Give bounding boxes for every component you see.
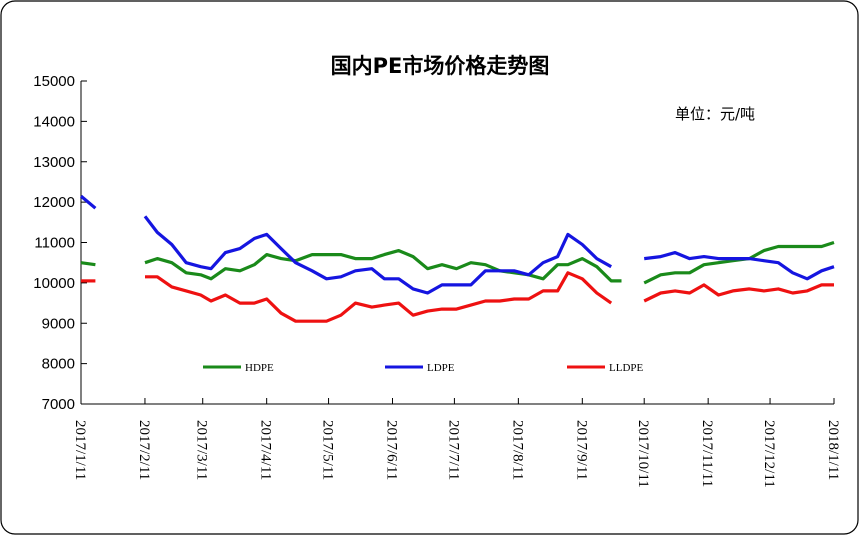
series-line-hdpe bbox=[80, 261, 96, 267]
x-tick-label: 2017/6/11 bbox=[384, 420, 400, 480]
legend: HDPE LDPE LLDPE bbox=[203, 362, 644, 374]
series-line-hdpe bbox=[144, 249, 622, 283]
x-tick-label: 2017/11/11 bbox=[699, 420, 715, 487]
x-tick-label: 2017/4/11 bbox=[258, 420, 274, 480]
y-tick-label: 13000 bbox=[33, 154, 75, 171]
series-line-lldpe bbox=[145, 271, 613, 323]
y-tick-label: 10000 bbox=[33, 275, 75, 292]
legend-label-hdpe: HDPE bbox=[245, 362, 274, 374]
x-tick-label: 2017/12/11 bbox=[761, 420, 777, 488]
y-tick-label: 8000 bbox=[42, 356, 75, 373]
x-tick-label: 2017/10/11 bbox=[635, 420, 651, 488]
y-tick-label: 12000 bbox=[33, 194, 75, 211]
legend-label-ldpe: LDPE bbox=[427, 362, 455, 374]
x-tick-label: 2017/9/11 bbox=[573, 420, 589, 480]
x-tick-label: 2017/1/11 bbox=[72, 420, 88, 480]
y-tick-label: 7000 bbox=[42, 396, 75, 413]
x-tick-label: 2017/8/11 bbox=[509, 420, 525, 480]
legend-label-lldpe: LLDPE bbox=[609, 362, 644, 374]
series-line-lldpe bbox=[643, 283, 834, 303]
x-tick-label: 2017/5/11 bbox=[320, 420, 336, 480]
series-layer bbox=[79, 194, 835, 323]
y-tick-label: 14000 bbox=[33, 113, 75, 130]
chart-title: 国内PE市场价格走势图 bbox=[331, 54, 550, 78]
y-tick-label: 9000 bbox=[42, 315, 75, 332]
series-lldpe bbox=[81, 271, 834, 323]
x-tick-label: 2017/2/11 bbox=[136, 420, 152, 480]
x-tick-label: 2017/7/11 bbox=[445, 420, 461, 480]
series-line-ldpe bbox=[79, 194, 97, 210]
series-line-ldpe bbox=[143, 215, 612, 295]
unit-label: 单位：元/吨 bbox=[675, 105, 755, 123]
series-line-ldpe bbox=[644, 251, 835, 281]
y-tick-label: 15000 bbox=[33, 73, 75, 90]
axes: 7000 8000 9000 10000 11000 12000 13000 14000 150… bbox=[33, 73, 841, 488]
y-tick-label: 11000 bbox=[34, 235, 75, 252]
x-tick-label: 2017/3/11 bbox=[194, 420, 210, 480]
series-ldpe bbox=[79, 194, 835, 295]
x-tick-label: 2018/1/11 bbox=[825, 420, 841, 480]
